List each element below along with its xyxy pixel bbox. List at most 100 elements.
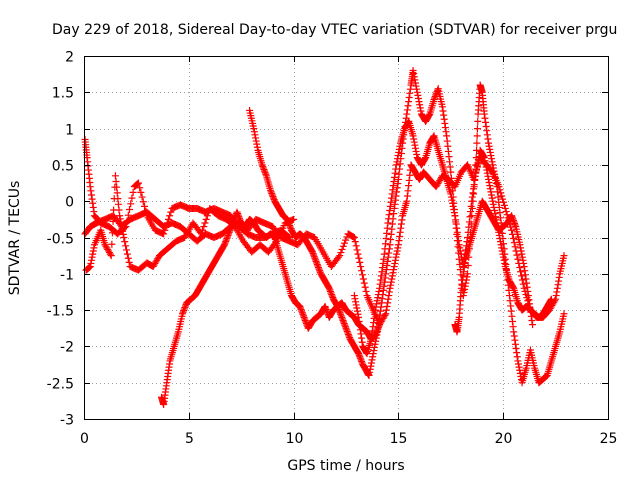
data-point <box>339 242 347 250</box>
series-trace-2 <box>82 172 298 274</box>
series-trace-1 <box>81 135 293 241</box>
data-point <box>129 188 137 196</box>
data-point <box>126 205 134 213</box>
y-tick-label: -1.5 <box>47 304 74 320</box>
x-tick-label: 25 <box>600 431 618 447</box>
data-point <box>203 212 211 220</box>
x-tick-label: 10 <box>286 431 304 447</box>
data-point <box>499 195 507 203</box>
y-tick-label: 0.5 <box>52 159 74 175</box>
data-point <box>473 132 481 140</box>
data-point <box>138 193 146 201</box>
data-point <box>358 271 366 279</box>
data-point <box>108 240 116 248</box>
data-point <box>358 267 366 275</box>
series-trace-5 <box>246 67 568 387</box>
y-tick-label: 1 <box>65 123 74 139</box>
data-point <box>337 249 345 257</box>
data-point <box>336 252 344 260</box>
data-marks <box>81 67 568 408</box>
series-trace-6 <box>350 117 555 358</box>
data-point <box>511 243 519 251</box>
data-point <box>350 234 358 241</box>
data-point <box>448 181 456 189</box>
data-point <box>120 234 128 241</box>
data-point <box>500 201 508 209</box>
data-point <box>335 253 343 261</box>
data-point <box>516 264 524 272</box>
data-point <box>474 117 482 125</box>
data-point <box>497 189 505 197</box>
data-point <box>353 246 361 254</box>
data-point <box>355 254 363 262</box>
data-point <box>136 184 144 192</box>
series-trace-7 <box>451 197 537 336</box>
data-point <box>108 229 116 237</box>
data-point <box>166 212 174 220</box>
data-point <box>124 254 132 262</box>
data-point <box>352 242 360 250</box>
data-point <box>160 230 168 238</box>
data-point <box>167 208 175 216</box>
data-point <box>106 250 114 258</box>
data-point <box>362 287 370 295</box>
data-point <box>356 258 364 266</box>
data-point <box>360 279 368 287</box>
data-point <box>341 239 349 247</box>
data-point <box>498 192 506 200</box>
data-point <box>201 219 209 227</box>
data-point <box>128 194 136 202</box>
data-point <box>560 310 568 318</box>
data-point <box>502 208 510 216</box>
data-point <box>123 246 131 254</box>
y-tick-label: -1 <box>60 268 74 284</box>
data-point <box>529 321 537 329</box>
y-tick-label: -0.5 <box>47 232 74 248</box>
data-point <box>517 272 525 280</box>
data-point <box>447 174 455 182</box>
axis-ticks: 0 5 10 15 20 25 -3 -2.5 -2 -1.5 -1 -0.5 0 0.5 1 1.5 2 <box>47 50 618 448</box>
data-point <box>509 235 517 243</box>
data-point <box>338 245 346 253</box>
data-point <box>518 276 526 284</box>
data-point <box>140 202 148 210</box>
x-axis-label: GPS time / hours <box>287 458 404 474</box>
data-point <box>202 215 210 223</box>
data-point <box>200 223 208 231</box>
y-tick-label: 2 <box>65 50 74 66</box>
data-point <box>134 179 142 187</box>
y-tick-label: -2.5 <box>47 377 74 393</box>
data-point <box>139 198 147 206</box>
data-point <box>519 280 527 288</box>
data-point <box>125 258 133 266</box>
x-tick-label: 20 <box>495 431 513 447</box>
data-point <box>447 168 455 176</box>
x-tick-label: 0 <box>80 431 89 447</box>
y-tick-label: -3 <box>60 413 74 429</box>
data-point <box>290 215 298 223</box>
data-point <box>354 250 362 258</box>
y-axis-label: SDTVAR / TECUs <box>7 181 23 296</box>
data-point <box>357 263 365 271</box>
series-trace-4 <box>158 208 384 408</box>
data-point <box>473 139 481 147</box>
x-tick-label: 15 <box>390 431 408 447</box>
y-tick-label: 1.5 <box>52 86 74 102</box>
data-point <box>464 270 472 278</box>
data-point <box>127 200 135 208</box>
data-point <box>560 252 568 260</box>
data-point <box>514 255 522 263</box>
data-point <box>121 238 129 246</box>
data-point <box>513 251 521 259</box>
data-point <box>520 284 528 292</box>
data-point <box>503 211 511 219</box>
data-point <box>517 268 525 276</box>
data-point <box>547 295 555 303</box>
data-point <box>122 242 130 250</box>
data-point <box>508 226 516 234</box>
data-point <box>501 204 509 212</box>
chart-title: Day 229 of 2018, Sidereal Day-to-day VTE… <box>52 22 617 38</box>
data-point <box>342 236 350 244</box>
x-tick-label: 5 <box>185 431 194 447</box>
